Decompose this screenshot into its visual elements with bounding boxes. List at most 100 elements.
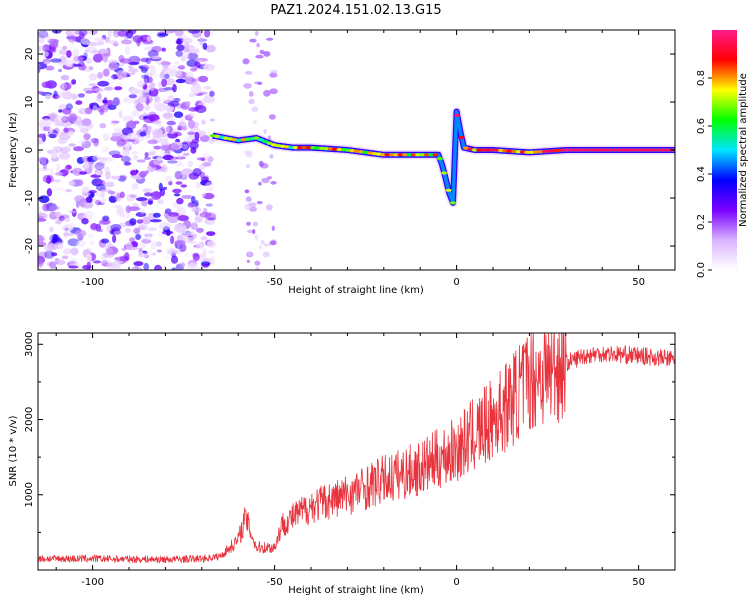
spectrogram-noise-cell <box>42 44 51 52</box>
spectrogram-noise-cell <box>83 202 93 209</box>
spectrogram-noise-cell <box>136 159 146 163</box>
spectrogram-noise-cell <box>85 30 95 35</box>
spectrogram-noise-cell <box>262 251 270 258</box>
spectrogram-noise-cell <box>196 266 205 270</box>
spectrogram-noise-cell <box>158 32 169 37</box>
spectrogram-noise-cell <box>38 234 45 244</box>
spectrogram-noise-cell <box>189 141 199 150</box>
spectrogram-noise-cell <box>65 103 73 111</box>
spectrogram-noise-cell <box>198 75 209 83</box>
spectrogram-noise-cell <box>124 227 132 233</box>
spectrogram-noise-cell <box>188 30 200 34</box>
spectrogram-noise-cell <box>195 242 203 251</box>
signal-track-cell <box>537 150 544 154</box>
spectrogram-noise-cell <box>173 131 182 137</box>
signal-track-cell <box>262 139 269 144</box>
spectrogram-noise-cell <box>68 180 75 186</box>
spectrogram-noise-cell <box>164 208 172 214</box>
signal-track-cell <box>397 153 404 157</box>
spectrogram-noise-cell <box>155 241 162 247</box>
spectrogram-noise-cell <box>172 84 177 93</box>
spectrogram-noise-cell <box>153 212 161 218</box>
spectrogram-noise-cell <box>252 228 256 235</box>
spectrogram-noise-cell <box>140 57 150 63</box>
spectrogram-noise-cell <box>206 231 216 237</box>
spectrogram-noise-cell <box>245 71 253 75</box>
spectrogram-noise-cell <box>81 186 90 193</box>
spectrogram-noise-cell <box>38 91 45 95</box>
y-tick-label: 10 <box>24 96 35 109</box>
spectrogram-noise-cell <box>144 192 153 197</box>
spectrogram-noise-cell <box>67 130 75 137</box>
spectrogram-noise-cell <box>38 207 42 214</box>
spectrogram-noise-cell <box>69 41 75 49</box>
spectrogram-noise-cell <box>170 156 179 160</box>
spectrogram-noise-cell <box>186 230 195 236</box>
spectrogram-noise-cell <box>112 234 117 243</box>
spectrogram-noise-cell <box>48 41 59 47</box>
spectrogram-noise-cell <box>191 78 198 83</box>
spectrogram-noise-cell <box>267 135 271 141</box>
spectrogram-noise-cell <box>143 262 150 270</box>
spectrogram-noise-cell <box>122 212 131 219</box>
spectrogram-noise-cell <box>92 154 100 161</box>
x-tick-label: -50 <box>266 577 282 588</box>
spectrogram-noise-cell <box>61 224 74 232</box>
spectrogram-noise-cell <box>187 131 196 135</box>
spectrogram-noise-cell <box>247 251 252 257</box>
signal-track-cell <box>576 148 583 152</box>
spectrogram-noise-cell <box>179 115 186 125</box>
spectrogram-noise-cell <box>61 148 70 153</box>
spectrogram-noise-cell <box>97 40 105 46</box>
spectrogram-noise-cell <box>95 199 101 206</box>
spectrogram-noise-cell <box>88 73 97 81</box>
spectrogram-noise-cell <box>120 155 131 163</box>
spectrogram-noise-cell <box>207 156 214 163</box>
spectrogram-noise-cell <box>161 78 168 88</box>
spectrogram-noise-cell <box>201 119 206 125</box>
spectrogram-noise-cell <box>144 254 150 259</box>
spectrogram-noise-cell <box>176 207 186 214</box>
spectrogram-noise-cell <box>75 179 84 187</box>
spectrogram-noise-cell <box>194 200 199 207</box>
spectrogram-noise-cell <box>129 218 137 226</box>
spectrogram-noise-cell <box>57 137 67 145</box>
spectrogram-noise-cell <box>102 215 110 222</box>
spectrogram-noise-cell <box>192 252 199 257</box>
spectrogram-noise-cell <box>205 44 216 53</box>
spectrogram-noise-cell <box>129 88 141 95</box>
spectrogram-noise-cell <box>97 157 108 162</box>
spectrogram-noise-cell <box>194 131 200 141</box>
spectrogram-noise-cell <box>207 217 217 221</box>
spectrogram-noise-cell <box>92 105 98 112</box>
spectrogram-noise-cell <box>201 60 208 65</box>
spectrogram-noise-cell <box>249 38 257 43</box>
spectrogram-noise-cell <box>88 83 97 87</box>
spectrogram-noise-cell <box>111 120 120 124</box>
spectrogram-noise-cell <box>64 82 72 90</box>
spectrogram-noise-cell <box>38 45 46 51</box>
spectrogram-noise-cell <box>60 120 73 127</box>
spectrogram-noise-cell <box>38 218 47 222</box>
spectrogram-noise-cell <box>129 237 136 243</box>
spectrogram-noise-cell <box>141 200 148 207</box>
spectrogram-noise-cell <box>135 102 144 112</box>
spectrogram-noise-cell <box>189 49 200 54</box>
spectrogram-noise-cell <box>159 151 165 158</box>
spectrogram-noise-cell <box>268 114 276 120</box>
spectrogram-noise-cell <box>131 183 139 191</box>
spectrogram-noise-cell <box>245 151 253 158</box>
spectrogram-noise-cell <box>105 171 111 180</box>
signal-track-cell <box>450 201 456 205</box>
spectrogram-noise-cell <box>194 216 204 223</box>
spectrogram-noise-cell <box>50 58 62 63</box>
signal-track-cell <box>480 148 487 152</box>
spectrogram-noise-cell <box>123 96 136 104</box>
signal-track-cell <box>401 153 408 157</box>
spectrogram-noise-cell <box>269 240 277 246</box>
signal-track-cell <box>332 147 338 151</box>
spectrogram-noise-cell <box>179 262 186 268</box>
spectrogram-noise-cell <box>174 223 187 233</box>
spectrogram-noise-cell <box>153 101 162 110</box>
spectrogram-noise-cell <box>80 37 90 45</box>
